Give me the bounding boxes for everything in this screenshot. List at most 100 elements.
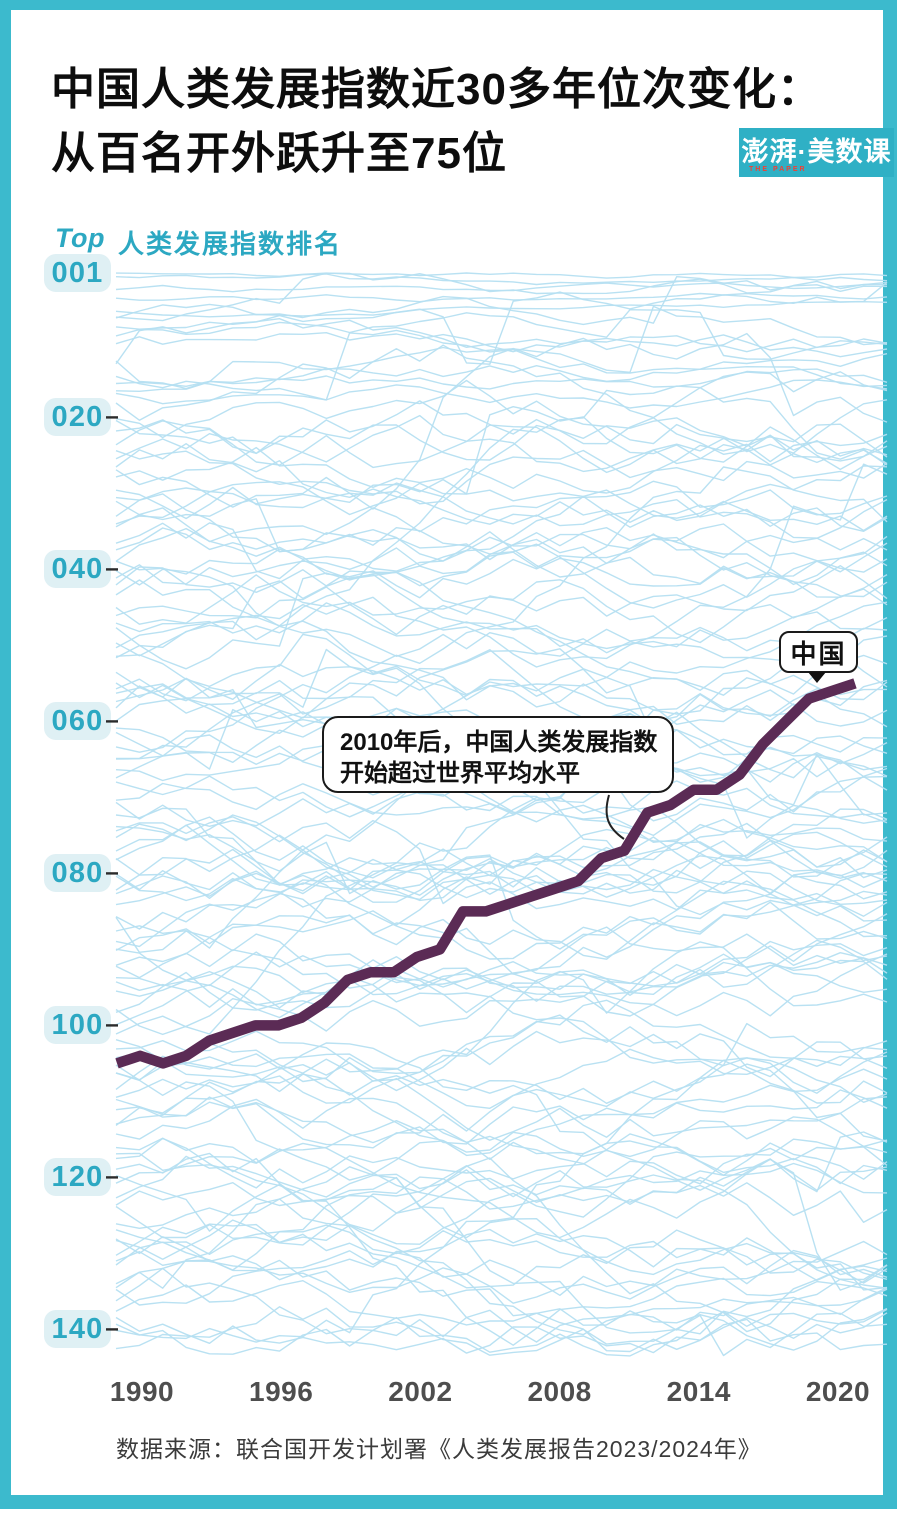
china-series-label: 中国 — [779, 631, 858, 673]
background-country-line — [115, 379, 888, 454]
background-country-line — [115, 318, 888, 365]
annotation-line-2: 开始超过世界平均水平 — [340, 760, 580, 787]
background-country-line — [115, 976, 888, 1104]
title-line-2: 从百名开外跃升至75位 — [51, 129, 507, 178]
background-country-line — [115, 1131, 888, 1271]
background-country-line — [115, 1030, 888, 1092]
background-country-line — [115, 533, 888, 586]
background-country-line — [115, 753, 888, 1035]
background-country-line — [115, 276, 888, 326]
infographic-card: 中国人类发展指数近30多年位次变化： 从百名开外跃升至75位 澎湃·美数课 TH… — [11, 10, 894, 1495]
x-tick-2008: 2008 — [527, 1376, 592, 1407]
x-tick-1990: 1990 — [109, 1376, 175, 1407]
background-country-line — [115, 1223, 888, 1289]
background-country-line — [115, 406, 888, 505]
background-country-line — [115, 1176, 888, 1335]
y-tick-120: 120 — [44, 1158, 111, 1197]
background-country-line — [115, 779, 888, 949]
background-country-line — [115, 1155, 888, 1199]
background-country-line — [115, 663, 888, 728]
data-source-note: 数据来源：联合国开发计划署《人类发展报告2023/2024年》 — [116, 1436, 762, 1462]
background-country-line — [115, 433, 888, 494]
background-country-line — [115, 466, 888, 753]
annotation-box: 2010年后，中国人类发展指数 开始超过世界平均水平 — [322, 716, 674, 793]
background-country-line — [115, 913, 888, 993]
y-tick-040: 040 — [44, 550, 111, 589]
background-country-line — [115, 823, 888, 953]
background-country-line — [115, 329, 888, 405]
background-country-line — [115, 1142, 888, 1239]
logo-subtext: THE PAPER — [749, 166, 807, 173]
background-country-line — [115, 939, 888, 1013]
annotation-leader-line — [605, 794, 625, 840]
background-country-line — [115, 633, 888, 738]
background-country-line — [115, 952, 888, 997]
background-country-line — [115, 489, 888, 562]
background-country-line — [115, 400, 888, 457]
background-country-line — [115, 999, 888, 1096]
background-country-line — [115, 417, 888, 471]
y-tick-100: 100 — [44, 1006, 111, 1045]
background-country-line — [115, 344, 888, 421]
background-country-line — [115, 602, 888, 663]
background-country-line — [115, 1152, 888, 1343]
background-country-line — [115, 481, 888, 532]
background-country-line — [115, 814, 888, 896]
background-country-line — [115, 601, 888, 719]
logo-text: 澎湃·美数课 — [741, 137, 892, 167]
background-country-line — [115, 573, 888, 688]
background-country-line — [115, 1267, 888, 1346]
china-label-pointer-icon — [808, 672, 826, 683]
annotation-line-1: 2010年后，中国人类发展指数 — [340, 729, 658, 756]
background-country-line — [115, 953, 888, 1017]
background-country-line — [115, 880, 888, 960]
background-country-line — [115, 1068, 888, 1181]
background-country-line — [115, 272, 887, 322]
background-country-line — [115, 273, 888, 286]
background-country-line — [115, 548, 888, 599]
background-country-line — [115, 940, 888, 1036]
background-country-line — [115, 1228, 888, 1284]
title-line-1: 中国人类发展指数近30多年位次变化： — [51, 65, 822, 114]
page-title: 中国人类发展指数近30多年位次变化： 从百名开外跃升至75位 — [51, 58, 871, 186]
background-country-line — [115, 463, 888, 668]
y-tick-140: 140 — [44, 1310, 111, 1349]
background-country-line — [115, 1249, 888, 1306]
background-country-line — [115, 857, 888, 938]
background-country-line — [115, 522, 888, 580]
y-axis-top-label: Top — [55, 223, 105, 253]
x-tick-2014: 2014 — [666, 1376, 731, 1407]
background-country-line — [115, 611, 888, 657]
background-country-line — [115, 808, 888, 894]
background-country-line — [115, 353, 888, 390]
background-country-line — [115, 309, 888, 360]
background-country-line — [115, 1022, 888, 1110]
background-country-line — [115, 449, 888, 505]
background-country-line — [115, 831, 888, 930]
background-country-line — [115, 775, 888, 837]
thepaper-logo: 澎湃·美数课 THE PAPER — [739, 128, 894, 177]
background-country-line — [115, 1042, 888, 1105]
background-country-line — [115, 272, 888, 279]
background-country-line — [115, 1259, 888, 1353]
background-country-line — [115, 1198, 888, 1336]
background-country-line — [115, 1306, 888, 1357]
background-country-line — [115, 305, 888, 392]
y-tick-060: 060 — [44, 702, 111, 741]
background-country-line — [115, 782, 888, 863]
y-axis-title: 人类发展指数排名 — [118, 229, 343, 259]
background-country-line — [115, 807, 888, 975]
background-country-line — [115, 1014, 888, 1104]
background-country-line — [115, 527, 888, 585]
x-tick-2002: 2002 — [388, 1376, 453, 1407]
background-country-line — [115, 941, 888, 1074]
y-tick-001: 001 — [44, 254, 111, 292]
background-country-line — [115, 951, 888, 1017]
background-country-line — [115, 1072, 888, 1158]
background-country-line — [115, 368, 888, 390]
background-country-line — [115, 443, 888, 525]
background-country-line — [115, 949, 888, 1002]
background-country-line — [115, 1063, 888, 1343]
background-country-line — [115, 420, 888, 474]
